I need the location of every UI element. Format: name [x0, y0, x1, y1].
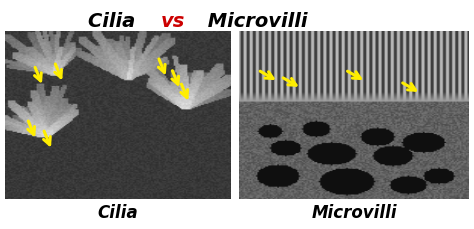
Text: Microvilli: Microvilli — [312, 203, 397, 221]
Text: vs: vs — [161, 12, 185, 31]
Text: Cilia: Cilia — [97, 203, 138, 221]
Text: Cilia: Cilia — [88, 12, 142, 31]
Text: Microvilli: Microvilli — [201, 12, 308, 31]
